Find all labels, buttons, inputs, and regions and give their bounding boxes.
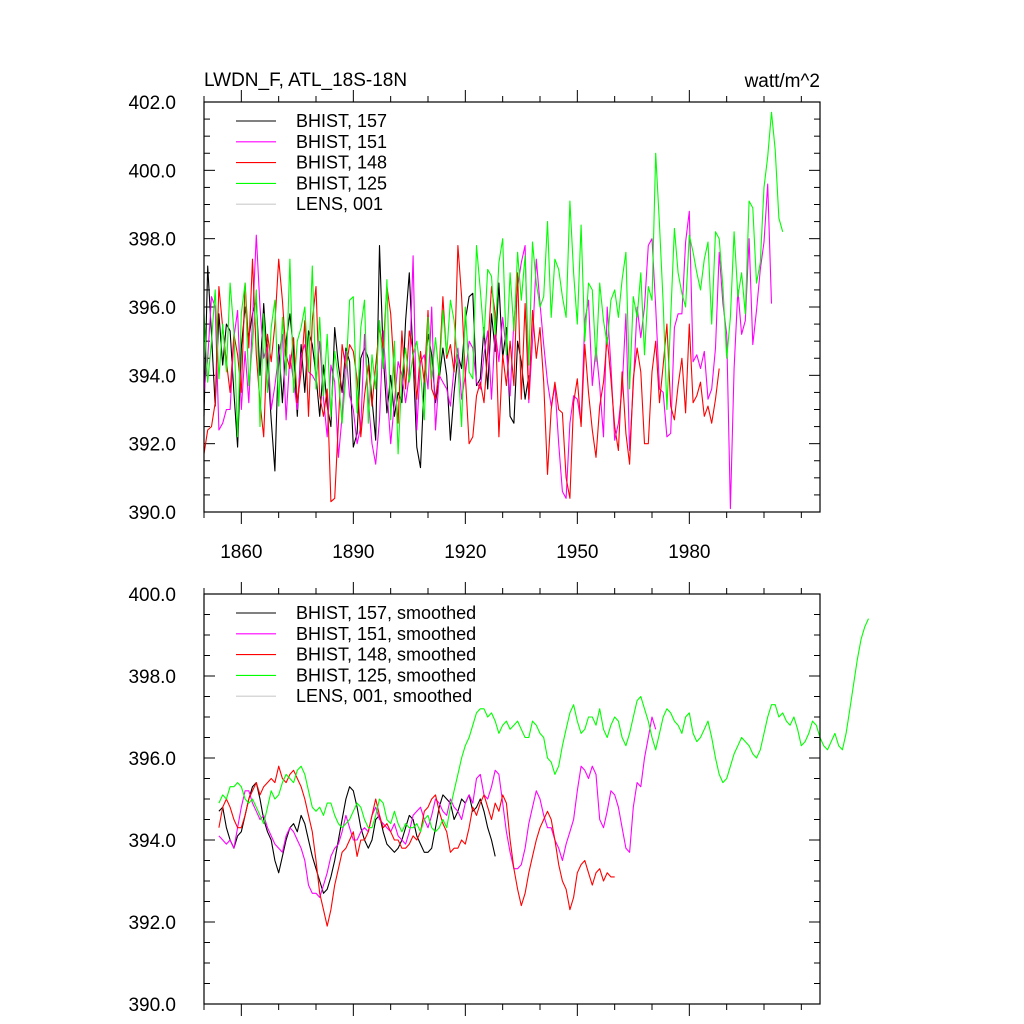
y-tick-label: 400.0 [128, 161, 176, 182]
y-tick-label: 390.0 [128, 995, 176, 1016]
y-tick-label: 400.0 [128, 585, 176, 606]
y-tick-label: 396.0 [128, 749, 176, 770]
top-plot-frame [203, 101, 821, 513]
legend-label-3: BHIST, 148, smoothed [296, 645, 476, 665]
legend-label-4: BHIST, 125 [296, 173, 387, 193]
x-tick-label: 1890 [332, 542, 374, 563]
legend-label-5: LENS, 001 [296, 194, 383, 214]
legend-label-4: BHIST, 125, smoothed [296, 665, 476, 685]
legend-label-1: BHIST, 157, smoothed [296, 603, 476, 623]
series-line-4 [203, 111, 784, 455]
top-panel-units: watt/m^2 [744, 71, 820, 92]
x-tick-label: 1980 [668, 542, 710, 563]
legend-label-3: BHIST, 148 [296, 153, 387, 173]
x-tick-label: 1920 [444, 542, 486, 563]
y-tick-label: 392.0 [128, 435, 176, 456]
bottom-plot-frame [203, 593, 821, 1005]
legend-label-5: LENS, 001, smoothed [296, 686, 472, 706]
legend-label-2: BHIST, 151, smoothed [296, 624, 476, 644]
legend-label-1: BHIST, 157 [296, 111, 387, 131]
series-line-3 [218, 765, 615, 927]
y-tick-label: 394.0 [128, 366, 176, 387]
series-line-1 [218, 782, 496, 894]
top-panel-title: LWDN_F, ATL_18S-18N [204, 70, 407, 91]
top-panel: LWDN_F, ATL_18S-18N watt/m^2 390.0 392.0 3… [128, 70, 821, 563]
bottom-panel: 390.0 392.0 394.0 396.0 398.0 400.0 BHIST, 15… [128, 582, 870, 1016]
y-tick-label: 398.0 [128, 667, 176, 688]
y-tick-label: 390.0 [128, 503, 176, 524]
series-line-3 [203, 244, 720, 503]
y-tick-label: 394.0 [128, 831, 176, 852]
x-tick-label: 1860 [220, 542, 262, 563]
y-tick-label: 392.0 [128, 913, 176, 934]
legend-label-2: BHIST, 151 [296, 132, 387, 152]
x-tick-label: 1950 [556, 542, 598, 563]
y-tick-label: 398.0 [128, 230, 176, 251]
y-tick-label: 396.0 [128, 298, 176, 319]
y-tick-label: 402.0 [128, 93, 176, 114]
series-line-2 [218, 716, 657, 898]
series-line-4 [218, 618, 870, 833]
